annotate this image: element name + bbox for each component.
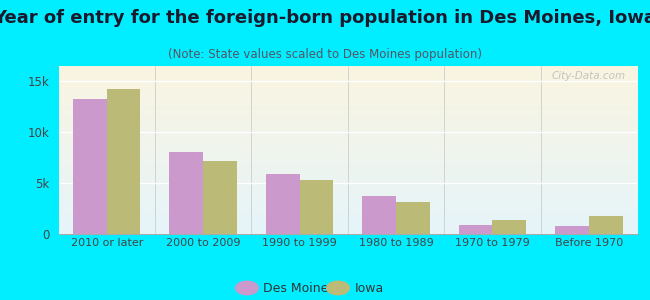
Bar bbox=[555, 226, 589, 234]
Bar bbox=[396, 202, 430, 234]
Text: Year of entry for the foreign-born population in Des Moines, Iowa: Year of entry for the foreign-born popul… bbox=[0, 9, 650, 27]
Bar bbox=[300, 180, 333, 234]
Bar bbox=[266, 174, 300, 234]
Bar bbox=[362, 196, 396, 234]
Bar bbox=[459, 225, 493, 234]
Text: Iowa: Iowa bbox=[354, 281, 383, 295]
Text: City-Data.com: City-Data.com bbox=[551, 71, 625, 81]
Bar bbox=[107, 89, 140, 234]
Bar bbox=[170, 152, 203, 234]
Bar bbox=[73, 99, 107, 234]
Text: Des Moines: Des Moines bbox=[263, 281, 335, 295]
Bar bbox=[203, 161, 237, 234]
Text: (Note: State values scaled to Des Moines population): (Note: State values scaled to Des Moines… bbox=[168, 48, 482, 61]
Bar bbox=[589, 216, 623, 234]
Bar bbox=[493, 220, 526, 234]
